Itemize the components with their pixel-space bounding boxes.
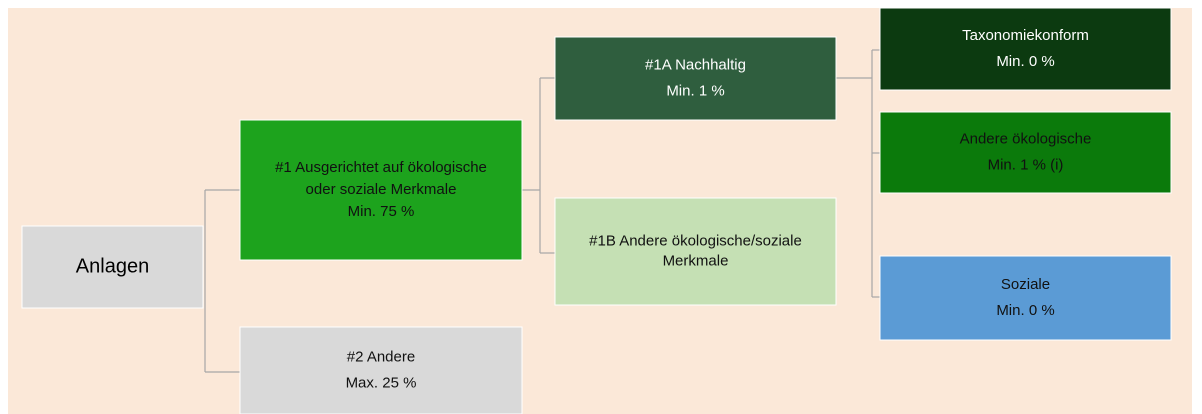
node-label: Min. 1 % (i) [988, 156, 1064, 173]
node-label: oder soziale Merkmale [306, 181, 457, 198]
node-label: Soziale [1001, 276, 1050, 293]
node-label: Andere ökologische [960, 130, 1092, 147]
node-box [879, 255, 1172, 341]
node-label: #2 Andere [347, 348, 415, 365]
node-label: Min. 0 % [996, 53, 1054, 70]
node-label: #1A Nachhaltig [645, 56, 746, 73]
node-label: Min. 0 % [996, 302, 1054, 319]
node-box [554, 36, 837, 121]
node-label: Anlagen [76, 255, 149, 277]
node-label: Min. 1 % [666, 82, 724, 99]
node-label: Min. 75 % [348, 203, 415, 220]
node-box [239, 326, 523, 414]
node-label: #1 Ausgerichtet auf ökologische [275, 159, 487, 176]
node-box [554, 197, 837, 306]
node-label: Max. 25 % [346, 374, 417, 391]
node-box [239, 119, 523, 261]
node-box [879, 7, 1172, 91]
node-box [21, 225, 204, 309]
node-box [879, 111, 1172, 194]
node-label: Taxonomiekonform [962, 27, 1089, 44]
node-label: Merkmale [663, 252, 729, 269]
node-label: #1B Andere ökologische/soziale [589, 232, 802, 249]
